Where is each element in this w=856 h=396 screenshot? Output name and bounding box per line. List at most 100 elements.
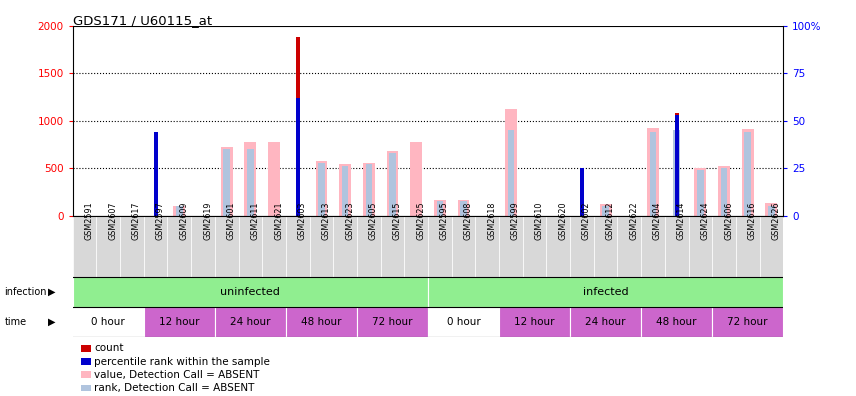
- Bar: [742, 129, 753, 216]
- Bar: [546, 216, 570, 277]
- Bar: [310, 216, 333, 277]
- Bar: [759, 216, 783, 277]
- Text: ▶: ▶: [48, 317, 56, 327]
- Bar: [295, 98, 300, 216]
- Text: 12 hour: 12 hour: [514, 317, 555, 327]
- Text: GSM2608: GSM2608: [464, 202, 473, 240]
- Bar: [688, 216, 712, 277]
- Bar: [153, 135, 158, 216]
- Text: GSM2618: GSM2618: [487, 202, 496, 240]
- Bar: [617, 216, 641, 277]
- Bar: [73, 307, 144, 337]
- Bar: [366, 164, 372, 216]
- Bar: [381, 216, 404, 277]
- Bar: [215, 307, 286, 337]
- Bar: [475, 216, 499, 277]
- Bar: [389, 153, 395, 216]
- Bar: [499, 216, 523, 277]
- Text: GSM2607: GSM2607: [108, 202, 117, 240]
- Bar: [580, 169, 584, 216]
- Text: GSM2615: GSM2615: [392, 202, 401, 240]
- Text: 72 hour: 72 hour: [728, 317, 768, 327]
- Bar: [318, 163, 324, 216]
- Bar: [580, 168, 584, 216]
- Bar: [339, 164, 351, 216]
- Bar: [736, 216, 759, 277]
- Text: rank, Detection Call = ABSENT: rank, Detection Call = ABSENT: [94, 383, 254, 393]
- Text: 48 hour: 48 hour: [301, 317, 342, 327]
- Text: GSM2616: GSM2616: [747, 202, 757, 240]
- Bar: [641, 307, 712, 337]
- Text: 72 hour: 72 hour: [372, 317, 413, 327]
- Bar: [745, 132, 751, 216]
- Bar: [97, 216, 120, 277]
- Text: GSM2597: GSM2597: [156, 201, 164, 240]
- Text: GSM2612: GSM2612: [605, 202, 615, 240]
- Text: 48 hour: 48 hour: [657, 317, 697, 327]
- Bar: [153, 132, 158, 216]
- Text: GSM2613: GSM2613: [321, 202, 330, 240]
- Bar: [458, 200, 469, 216]
- Text: GSM2614: GSM2614: [676, 202, 686, 240]
- Bar: [262, 216, 286, 277]
- Bar: [223, 149, 230, 216]
- Text: GSM2621: GSM2621: [274, 202, 283, 240]
- Bar: [505, 109, 517, 216]
- Bar: [600, 204, 611, 216]
- Bar: [694, 168, 706, 216]
- Text: GDS171 / U60115_at: GDS171 / U60115_at: [73, 14, 212, 27]
- Bar: [452, 216, 475, 277]
- Bar: [144, 307, 215, 337]
- Text: GSM2617: GSM2617: [132, 202, 141, 240]
- Bar: [191, 216, 215, 277]
- Bar: [247, 149, 253, 216]
- Bar: [697, 170, 704, 216]
- Text: GSM2623: GSM2623: [345, 202, 354, 240]
- Bar: [508, 130, 514, 216]
- Text: 0 hour: 0 hour: [447, 317, 480, 327]
- Bar: [721, 168, 728, 216]
- Bar: [387, 151, 398, 216]
- Text: GSM2603: GSM2603: [298, 202, 306, 240]
- Bar: [221, 147, 233, 216]
- Bar: [239, 216, 262, 277]
- Text: GSM2619: GSM2619: [203, 202, 212, 240]
- Text: GSM2595: GSM2595: [440, 201, 449, 240]
- Bar: [295, 37, 300, 216]
- Text: time: time: [4, 317, 27, 327]
- Bar: [174, 206, 185, 216]
- Bar: [363, 163, 375, 216]
- Text: ▶: ▶: [48, 287, 56, 297]
- Bar: [73, 216, 97, 277]
- Bar: [176, 206, 182, 216]
- Text: 12 hour: 12 hour: [159, 317, 199, 327]
- Text: GSM2611: GSM2611: [250, 202, 259, 240]
- Bar: [570, 216, 594, 277]
- Bar: [712, 307, 783, 337]
- Bar: [342, 166, 348, 216]
- Text: GSM2620: GSM2620: [558, 202, 568, 240]
- Text: GSM2599: GSM2599: [511, 201, 520, 240]
- Text: count: count: [94, 343, 123, 354]
- Bar: [120, 216, 144, 277]
- Bar: [333, 216, 357, 277]
- Text: GSM2601: GSM2601: [227, 202, 235, 240]
- Bar: [674, 130, 680, 216]
- Bar: [434, 200, 446, 216]
- Text: GSM2602: GSM2602: [582, 202, 591, 240]
- Bar: [316, 161, 327, 216]
- Bar: [712, 216, 736, 277]
- Text: GSM2625: GSM2625: [416, 202, 425, 240]
- Text: 24 hour: 24 hour: [586, 317, 626, 327]
- Text: value, Detection Call = ABSENT: value, Detection Call = ABSENT: [94, 369, 259, 380]
- Bar: [428, 307, 499, 337]
- Bar: [357, 216, 381, 277]
- Text: GSM2610: GSM2610: [534, 202, 544, 240]
- Bar: [665, 216, 688, 277]
- Bar: [168, 216, 191, 277]
- Text: GSM2606: GSM2606: [724, 202, 733, 240]
- Text: GSM2622: GSM2622: [629, 202, 639, 240]
- Bar: [268, 142, 280, 216]
- Bar: [641, 216, 665, 277]
- Text: percentile rank within the sample: percentile rank within the sample: [94, 356, 270, 367]
